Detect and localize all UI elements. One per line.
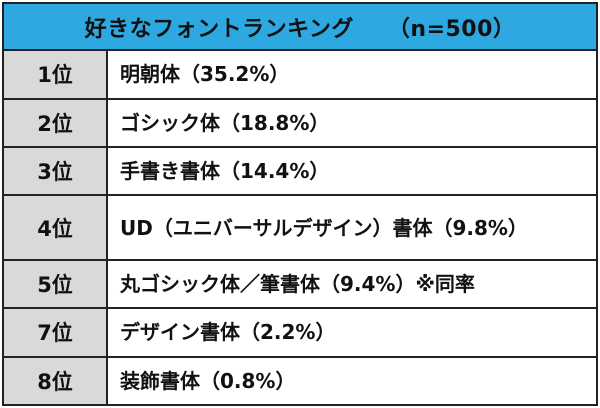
rank-cell: 1位 [2,49,108,100]
font-name-cell: 明朝体（35.2%） [106,49,598,100]
font-name-cell: 装飾書体（0.8%） [106,355,598,407]
table-header: 好きなフォントランキング （n=500） [2,1,598,52]
sample-size: （n=500） [387,16,516,42]
table-row: 3位 手書き書体（14.4%） [2,145,598,197]
table-header-row: 好きなフォントランキング （n=500） [2,1,598,52]
table-row: 8位 装飾書体（0.8%） [2,355,598,407]
font-name-cell: 丸ゴシック体／筆書体（9.4%）※同率 [106,258,598,310]
table-row: 5位 丸ゴシック体／筆書体（9.4%）※同率 [2,258,598,310]
table-row: 2位 ゴシック体（18.8%） [2,97,598,149]
table-title: 好きなフォントランキング [84,16,354,42]
rank-cell: 5位 [2,258,108,310]
font-name-cell: UD（ユニバーサルデザイン）書体（9.8%） [106,194,598,261]
font-name-cell: デザイン書体（2.2%） [106,307,598,358]
font-name-cell: 手書き書体（14.4%） [106,145,598,197]
table-row: 7位 デザイン書体（2.2%） [2,307,598,358]
rank-cell: 7位 [2,307,108,358]
table-row: 1位 明朝体（35.2%） [2,49,598,100]
rank-cell: 3位 [2,145,108,197]
table-row: 4位 UD（ユニバーサルデザイン）書体（9.8%） [2,194,598,261]
rank-cell: 2位 [2,97,108,149]
rank-cell: 4位 [2,194,108,261]
rank-cell: 8位 [2,355,108,407]
font-name-cell: ゴシック体（18.8%） [106,97,598,149]
